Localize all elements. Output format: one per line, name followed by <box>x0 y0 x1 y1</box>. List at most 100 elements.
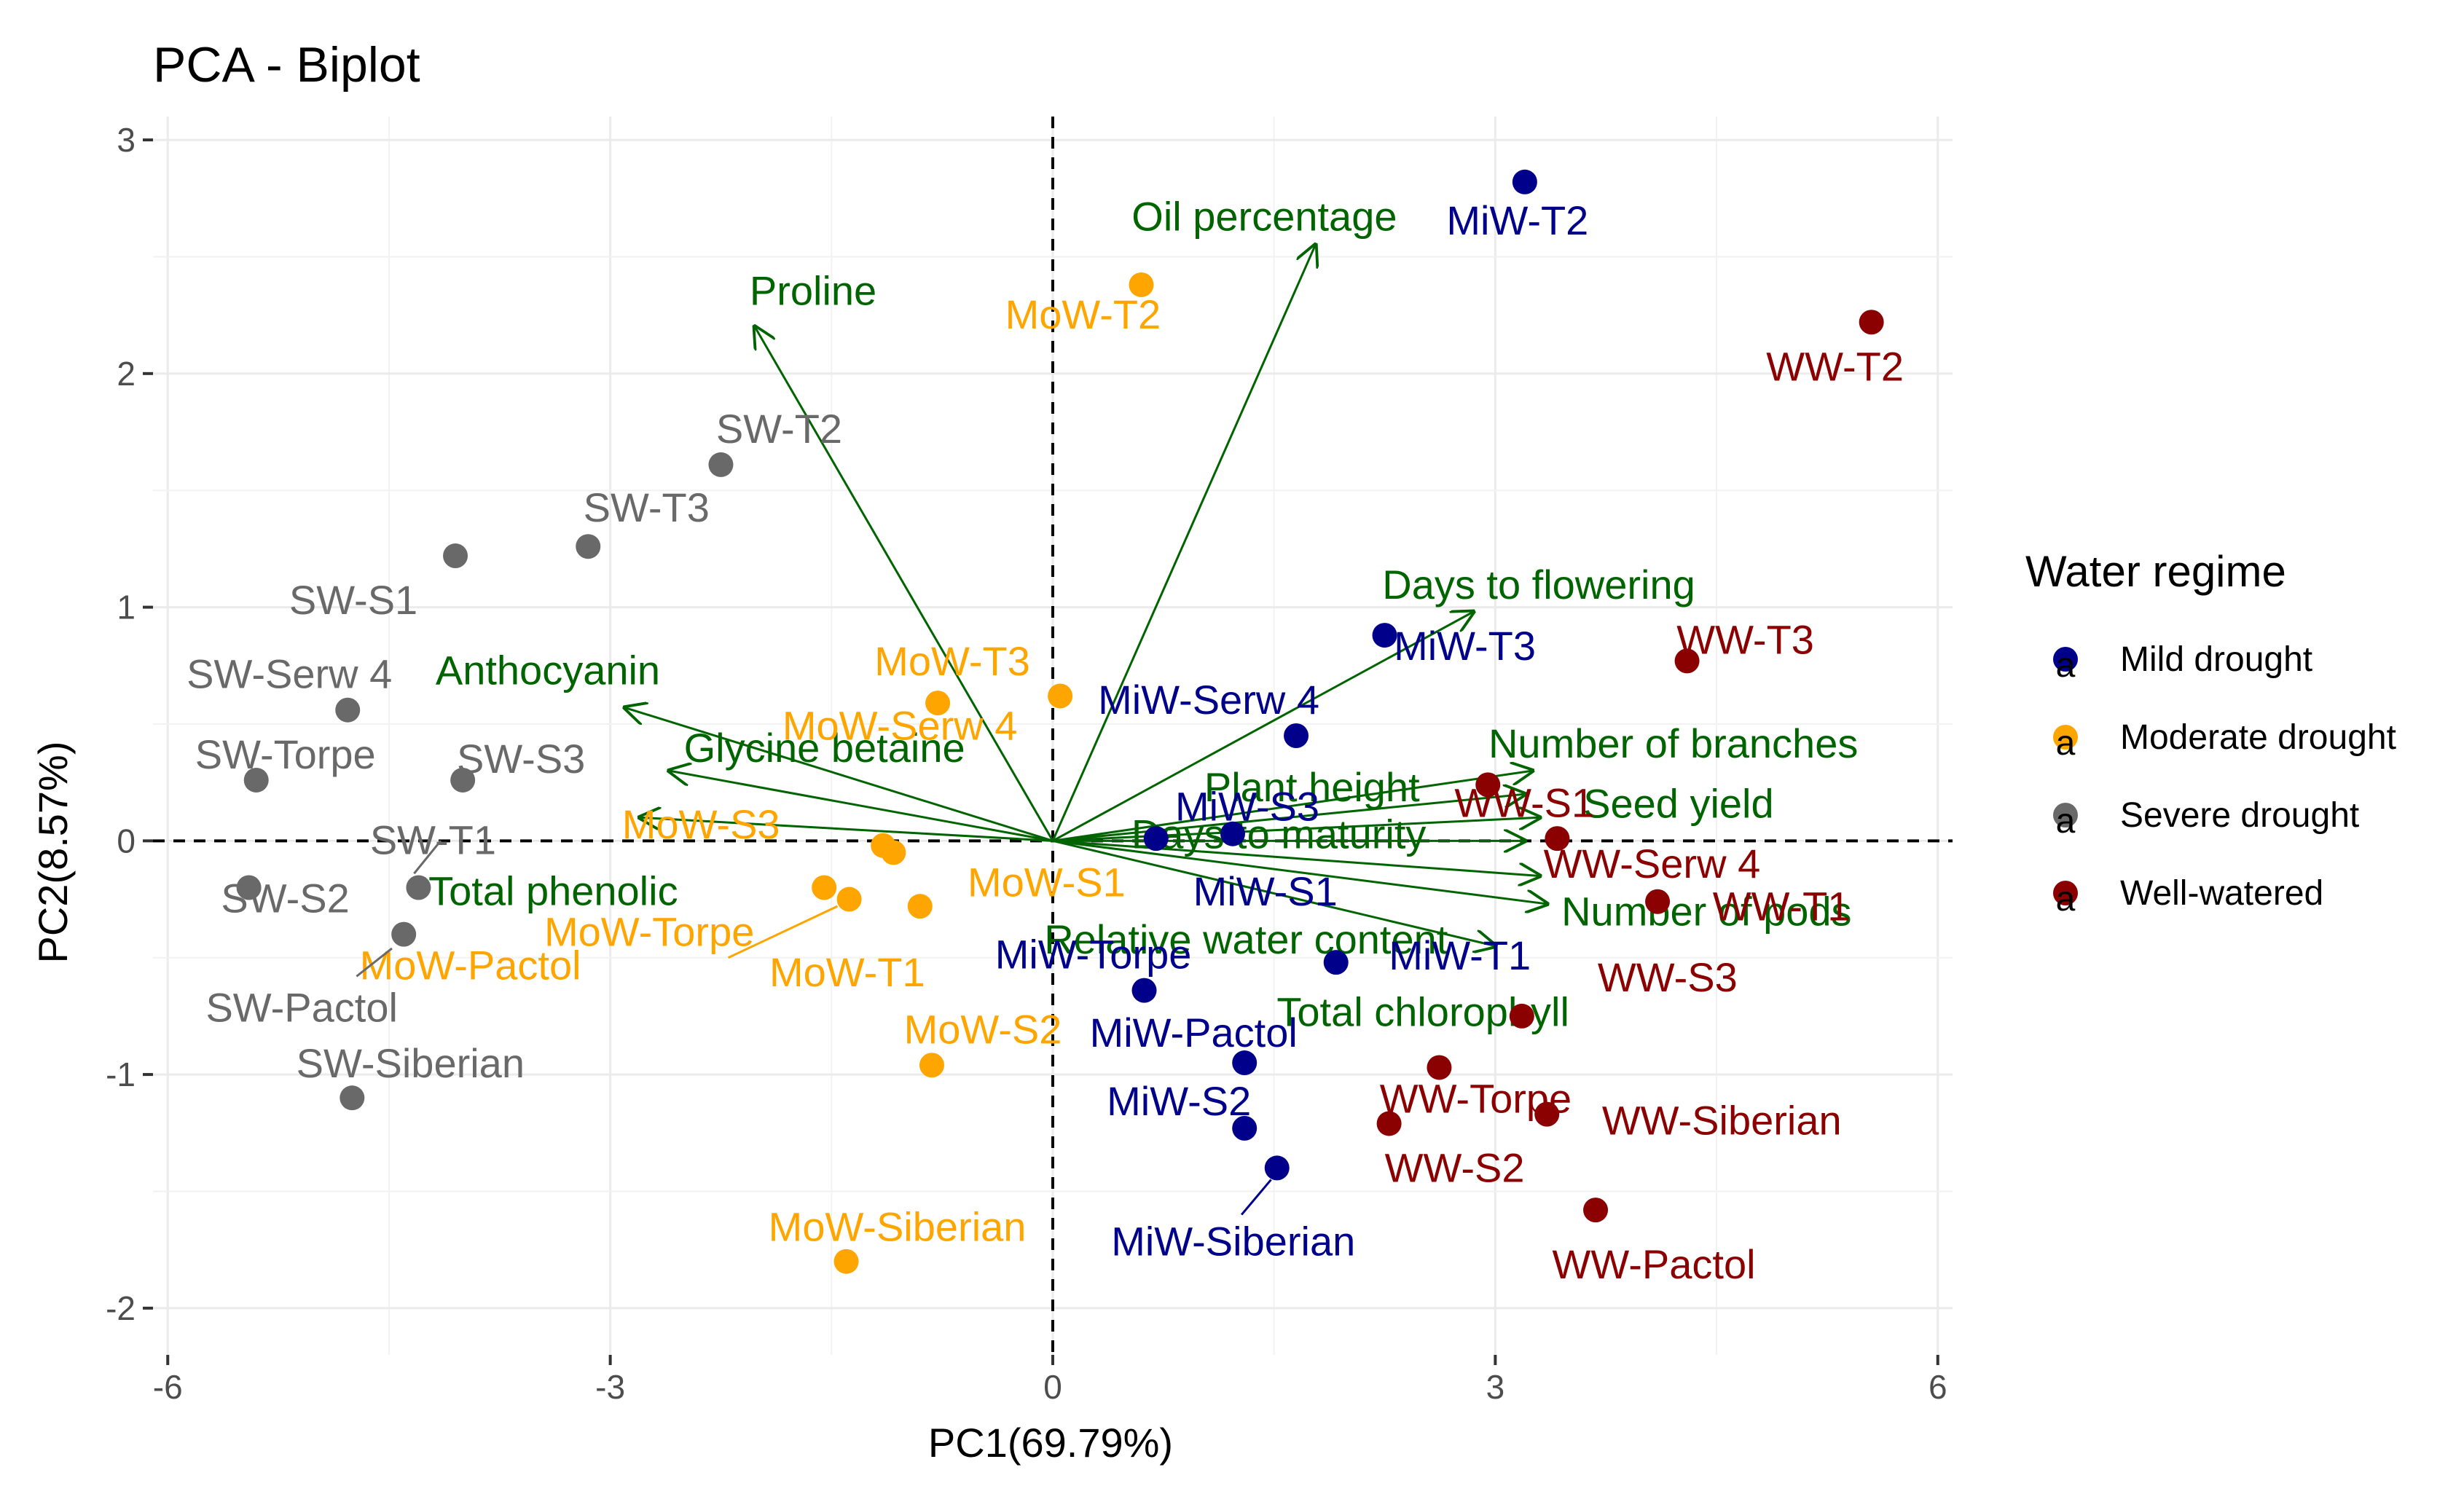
loading-arrow-glycine-betaine <box>670 771 1054 842</box>
point-label-ww-serw-4: WW-Serw 4 <box>1544 841 1761 886</box>
legend-label-moderate-drought: Moderate drought <box>2120 718 2396 757</box>
loading-label-number-of-pods: Number of pods <box>1561 888 1851 934</box>
y-tick-label: 1 <box>117 589 136 626</box>
point-label-sw-t3: SW-T3 <box>584 484 710 530</box>
loading-arrow-days-to-flowering <box>1052 612 1473 842</box>
point-miw-t3 <box>1372 623 1397 648</box>
point-sw-s3 <box>450 767 476 793</box>
point-label-sw-serw-4: SW-Serw 4 <box>187 651 392 697</box>
legend-label-well-watered: Well-watered <box>2120 874 2323 913</box>
loading-arrow-number-of-pods <box>1052 839 1539 876</box>
point-label-miw-t1: MiW-T1 <box>1389 932 1531 978</box>
point-mow-t1 <box>907 894 933 919</box>
loading-arrow-oil-percentage <box>1051 245 1315 841</box>
loading-arrow-total-chlorophyll <box>1052 839 1495 945</box>
x-tick-label: -6 <box>153 1368 183 1406</box>
label-connector-sw-t1 <box>413 840 442 875</box>
point-label-ww-torpe: WW-Torpe <box>1380 1075 1572 1121</box>
point-label-sw-s3: SW-S3 <box>457 736 585 782</box>
point-mow-t3 <box>925 691 951 716</box>
loading-vectors: Proline Oil percentage Days to flowering An… <box>428 193 1858 1034</box>
point-label-mow-s3: MoW-S3 <box>622 801 780 847</box>
point-label-sw-s1: SW-S1 <box>289 577 417 623</box>
point-ww-torpe <box>1427 1055 1452 1080</box>
x-tick-label: 0 <box>1043 1368 1062 1406</box>
point-miw-pactol <box>1232 1050 1257 1076</box>
legend-key-glyph-severe-drought: a <box>2056 802 2076 841</box>
legend-entries: a Mild drought a Moderate drought a Severe dr… <box>2053 640 2396 919</box>
loading-label-plant-height: Plant height <box>1204 764 1420 810</box>
point-label-miw-serw-4: MiW-Serw 4 <box>1098 677 1319 723</box>
point-label-miw-pactol: MiW-Pactol <box>1090 1010 1298 1055</box>
point-label-sw-t2: SW-T2 <box>716 406 842 452</box>
loading-arrow-anthocyanin <box>625 708 1054 842</box>
point-sw-t1 <box>406 875 431 900</box>
point-label-mow-serw-4: MoW-Serw 4 <box>782 702 1018 748</box>
legend-title: Water regime <box>2025 547 2286 596</box>
point-label-sw-torpe: SW-Torpe <box>195 731 376 777</box>
label-connector-sw-pactol <box>356 947 393 978</box>
point-miw-t2 <box>1512 169 1537 194</box>
point-ww-t3 <box>1674 648 1700 674</box>
point-label-miw-t3: MiW-T3 <box>1394 623 1536 669</box>
point-label-miw-s3: MiW-S3 <box>1175 784 1319 830</box>
axes: -6 -3 0 3 6 -2 -1 0 1 2 3 <box>106 121 1947 1406</box>
point-label-mow-s1: MoW-S1 <box>968 859 1126 905</box>
point-mow-t2 <box>1129 272 1154 297</box>
point-ww-s2 <box>1376 1111 1402 1136</box>
loading-arrow-number-of-branches <box>1052 771 1532 842</box>
label-connector-mow-pactol <box>727 905 839 959</box>
loading-label-days-to-flowering: Days to flowering <box>1382 562 1695 608</box>
point-label-ww-t2: WW-T2 <box>1766 343 1904 389</box>
loading-label-total-phenolic: Total phenolic <box>428 868 678 913</box>
legend-key-moderate-drought <box>2053 725 2078 750</box>
point-label-mow-s2: MoW-S2 <box>904 1006 1062 1052</box>
point-label-mow-t2: MoW-T2 <box>1005 291 1161 337</box>
point-mow-torpe <box>812 875 837 900</box>
point-mow-s2 <box>919 1053 944 1078</box>
point-miw-s1 <box>1143 826 1169 852</box>
point-sw-siberian <box>340 1085 365 1111</box>
point-ww-siberian <box>1534 1101 1560 1127</box>
y-tick-label: 2 <box>117 355 136 393</box>
x-tick-label: 3 <box>1486 1368 1505 1406</box>
point-sw-s1 <box>443 543 468 569</box>
y-tick-label: -1 <box>106 1055 136 1093</box>
point-miw-t1 <box>1323 950 1349 975</box>
legend-label-mild-drought: Mild drought <box>2120 640 2312 679</box>
point-label-sw-siberian: SW-Siberian <box>297 1040 525 1086</box>
loading-arrow-relative-water-content <box>1052 839 1547 904</box>
point-label-sw-t1: SW-T1 <box>370 817 496 862</box>
loading-label-proline: Proline <box>750 268 876 314</box>
point-label-mow-siberian: MoW-Siberian <box>769 1204 1027 1250</box>
point-sw-serw-4 <box>335 697 361 723</box>
point-label-miw-siberian: MiW-Siberian <box>1111 1218 1355 1264</box>
point-label-ww-siberian: WW-Siberian <box>1602 1098 1842 1144</box>
point-label-ww-s1: WW-S1 <box>1454 779 1594 825</box>
point-label-mow-t3: MoW-T3 <box>874 638 1030 684</box>
point-sw-t2 <box>708 452 734 477</box>
point-miw-torpe <box>1131 978 1157 1003</box>
point-mow-s1 <box>881 840 906 865</box>
loading-label-days-to-maturity: Days to maturity <box>1131 811 1427 857</box>
y-axis-title: PC2(8.57%) <box>30 741 76 963</box>
legend-key-glyph-moderate-drought: a <box>2056 724 2076 763</box>
legend: Water regime a Mild drought a Moderate drou… <box>2025 547 2396 919</box>
y-tick-label: 3 <box>117 121 136 159</box>
point-label-mow-t1: MoW-T1 <box>769 949 925 995</box>
point-label-miw-torpe: MiW-Torpe <box>995 932 1192 978</box>
loading-arrow-plant-height <box>1052 794 1525 842</box>
loading-label-glycine-betaine: Glycine betaine <box>684 725 965 771</box>
point-sw-s2 <box>236 875 262 900</box>
point-sw-pactol <box>391 921 417 947</box>
point-miw-serw-4 <box>1284 723 1309 748</box>
point-mow-serw-4 <box>1048 683 1073 709</box>
legend-key-severe-drought <box>2053 803 2078 827</box>
point-labels: MiW-T2 MiW-T3 MiW-Serw 4 MiW-S3 MiW-S1 MiW-T1… <box>187 197 1904 1287</box>
loading-label-number-of-branches: Number of branches <box>1488 720 1858 766</box>
label-connector-miw-siberian <box>1240 1179 1272 1216</box>
loading-label-oil-percentage: Oil percentage <box>1131 193 1397 239</box>
point-mow-siberian <box>833 1249 859 1274</box>
loading-arrow-proline <box>755 327 1054 842</box>
